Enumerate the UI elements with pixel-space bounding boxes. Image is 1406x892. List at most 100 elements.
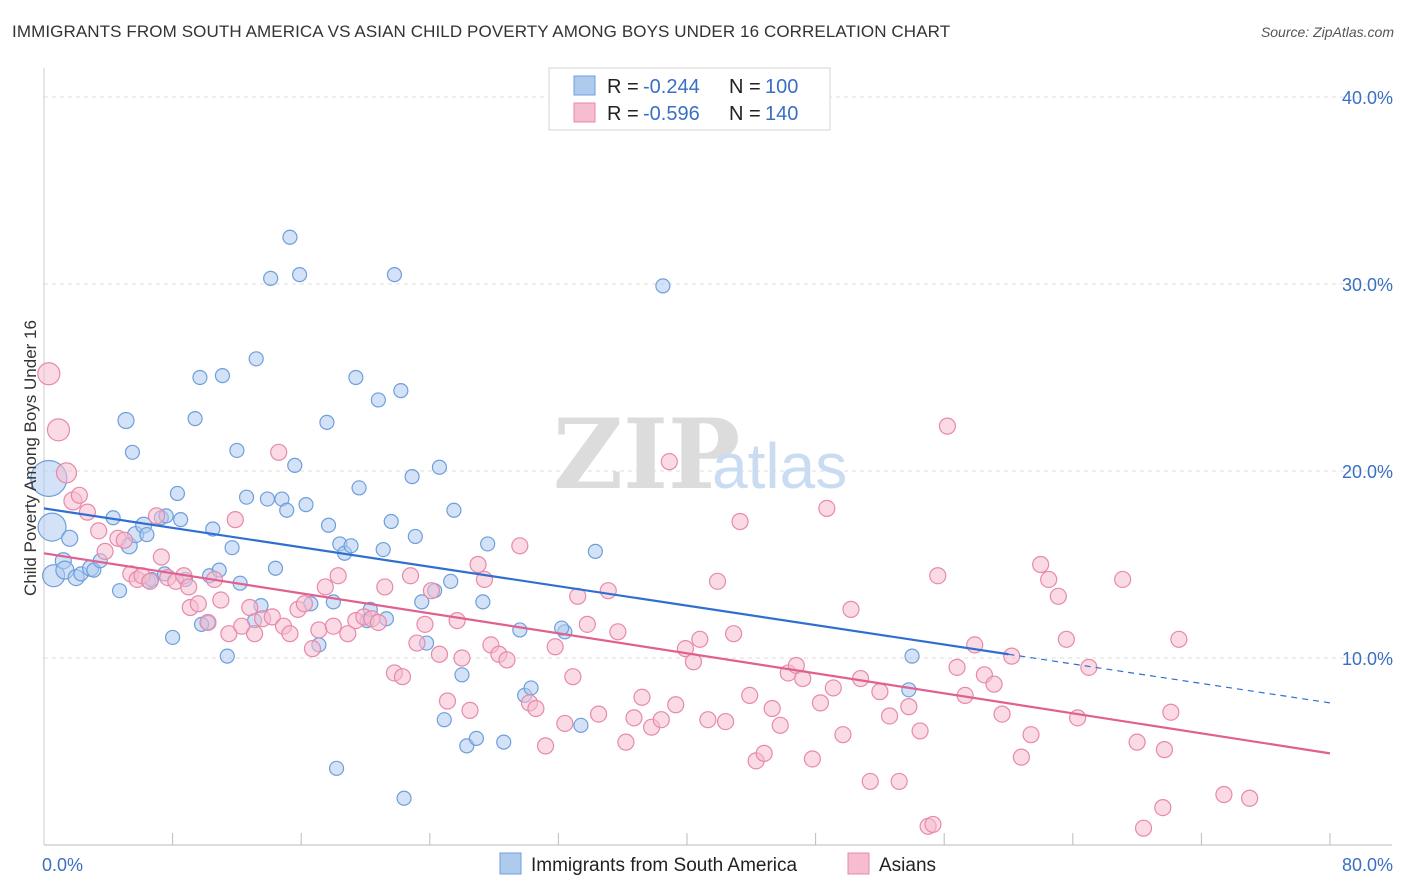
asians-point [938, 417, 957, 435]
tick-labels: 10.0% 20.0% 30.0% 40.0% 0.0% 80.0% [42, 88, 1393, 875]
asians-point [900, 698, 918, 716]
legend-n-label-asians: N = [729, 103, 761, 125]
asians-point [556, 714, 574, 733]
asians-point [1032, 555, 1050, 574]
immigrants-point [117, 411, 135, 430]
asians-point [329, 567, 347, 585]
x-tick-label: 0.0% [42, 855, 83, 875]
y-tick-label: 40.0% [1342, 88, 1393, 108]
immigrants-point [393, 382, 409, 399]
asians-point [880, 707, 899, 725]
immigrants-point [443, 573, 459, 589]
bottom-legend-label-asians: Asians [879, 855, 936, 876]
immigrants-point [173, 512, 189, 528]
immigrants-point [111, 583, 128, 599]
asians-point [660, 453, 678, 471]
immigrants-point [446, 502, 462, 518]
asians-point [220, 625, 238, 643]
asians-point [652, 711, 670, 729]
immigrants-point [436, 712, 452, 728]
asians-point [818, 499, 836, 517]
asians-point [339, 625, 357, 643]
immigrants-trendline [43, 507, 1009, 656]
asians-point [708, 572, 727, 590]
asians-point [212, 591, 230, 609]
immigrants-point [414, 594, 430, 610]
series-immigrants-points [30, 229, 920, 806]
asians-point [70, 486, 88, 504]
immigrants-point [655, 278, 671, 294]
immigrants-point [512, 622, 528, 638]
immigrants-point [229, 442, 245, 459]
immigrants-point [259, 491, 276, 507]
legend-n-value-asians: 140 [765, 103, 798, 125]
asians-point [448, 611, 466, 630]
asians-point [369, 613, 387, 632]
immigrants-point [383, 513, 399, 530]
legend-r-value-asians: -0.596 [643, 103, 700, 125]
asians-point [78, 503, 97, 521]
asians-point [141, 572, 159, 590]
asians-point [755, 744, 773, 762]
immigrants-point [61, 529, 79, 547]
immigrants-point [192, 369, 208, 386]
asians-point [993, 705, 1011, 723]
asians-point [416, 615, 434, 633]
asians-point [578, 615, 596, 633]
asians-point [633, 688, 651, 706]
asians-point [536, 737, 555, 755]
asians-point [401, 567, 420, 585]
asians-point [527, 699, 545, 718]
asians-point [180, 578, 198, 596]
asians-point [609, 623, 627, 641]
immigrants-point [298, 497, 314, 513]
immigrants-point [287, 457, 303, 473]
immigrants-point [386, 267, 403, 283]
watermark-zip: ZIP [553, 398, 740, 511]
asians-point [985, 675, 1003, 693]
chart-title: IMMIGRANTS FROM SOUTH AMERICA VS ASIAN C… [12, 22, 951, 41]
immigrants-point [139, 526, 155, 543]
immigrants-point [404, 469, 420, 485]
immigrants-point [124, 444, 141, 460]
immigrants-point [282, 229, 298, 245]
legend-n-value-immigrants: 100 [765, 76, 798, 98]
immigrants-point [263, 270, 279, 286]
asians-point [1003, 647, 1021, 665]
immigrants-point [165, 629, 181, 646]
asians-point [152, 548, 170, 566]
asians-point [811, 694, 830, 712]
asians-point [453, 649, 471, 667]
asians-point [741, 686, 759, 705]
asians-point [617, 733, 635, 751]
asians-point [731, 512, 749, 531]
asians-point [725, 625, 743, 643]
asians-point [270, 443, 288, 461]
asians-point [1080, 658, 1098, 676]
asians-point [376, 578, 394, 596]
asians-point [281, 625, 299, 643]
asians-point [861, 772, 879, 791]
bottom-legend-swatch-asians [847, 852, 870, 875]
asians-point [667, 696, 685, 714]
legend-box-frame [548, 67, 831, 131]
y-tick-label: 20.0% [1342, 462, 1393, 482]
asians-point [1049, 587, 1067, 605]
immigrants-point [267, 560, 284, 576]
immigrants-point [187, 411, 203, 427]
asians-point [189, 595, 207, 613]
asians-point [115, 531, 133, 549]
legend-r-value-immigrants: -0.244 [643, 76, 700, 98]
immigrants-point [407, 528, 423, 545]
asians-point [1154, 798, 1172, 817]
asians-point [241, 598, 259, 617]
bottom-legend: Immigrants from South America Asians [499, 852, 936, 876]
asians-point [55, 462, 78, 484]
immigrants-point [319, 414, 335, 430]
asians-point [911, 722, 929, 740]
asians-point [871, 683, 889, 701]
asians-point [310, 621, 328, 639]
series-asians-points [37, 362, 1259, 837]
axes [43, 68, 1392, 846]
